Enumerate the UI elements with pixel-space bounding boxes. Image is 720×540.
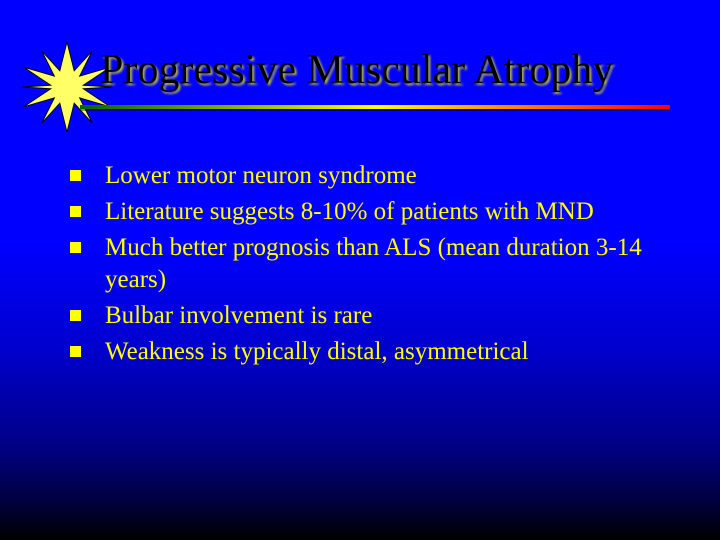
slide: Progressive Muscular Atrophy Lower motor… bbox=[0, 0, 720, 540]
starburst-icon bbox=[22, 42, 112, 132]
bullet-marker-icon bbox=[70, 242, 81, 253]
list-item: Bulbar involvement is rare bbox=[70, 300, 670, 332]
bullet-text: Literature suggests 8-10% of patients wi… bbox=[105, 196, 670, 228]
list-item: Much better prognosis than ALS (mean dur… bbox=[70, 232, 670, 296]
list-item: Literature suggests 8-10% of patients wi… bbox=[70, 196, 670, 228]
list-item: Weakness is typically distal, asymmetric… bbox=[70, 336, 670, 368]
bullet-marker-icon bbox=[70, 170, 81, 181]
title-underline bbox=[80, 105, 670, 111]
bullet-text: Lower motor neuron syndrome bbox=[105, 160, 670, 192]
slide-title: Progressive Muscular Atrophy bbox=[100, 46, 613, 94]
bullet-marker-icon bbox=[70, 310, 81, 321]
bullet-text: Much better prognosis than ALS (mean dur… bbox=[105, 232, 670, 296]
bullet-marker-icon bbox=[70, 346, 81, 357]
list-item: Lower motor neuron syndrome bbox=[70, 160, 670, 192]
bullet-marker-icon bbox=[70, 206, 81, 217]
bullet-list: Lower motor neuron syndrome Literature s… bbox=[70, 160, 670, 372]
bullet-text: Bulbar involvement is rare bbox=[105, 300, 670, 332]
bullet-text: Weakness is typically distal, asymmetric… bbox=[105, 336, 670, 368]
